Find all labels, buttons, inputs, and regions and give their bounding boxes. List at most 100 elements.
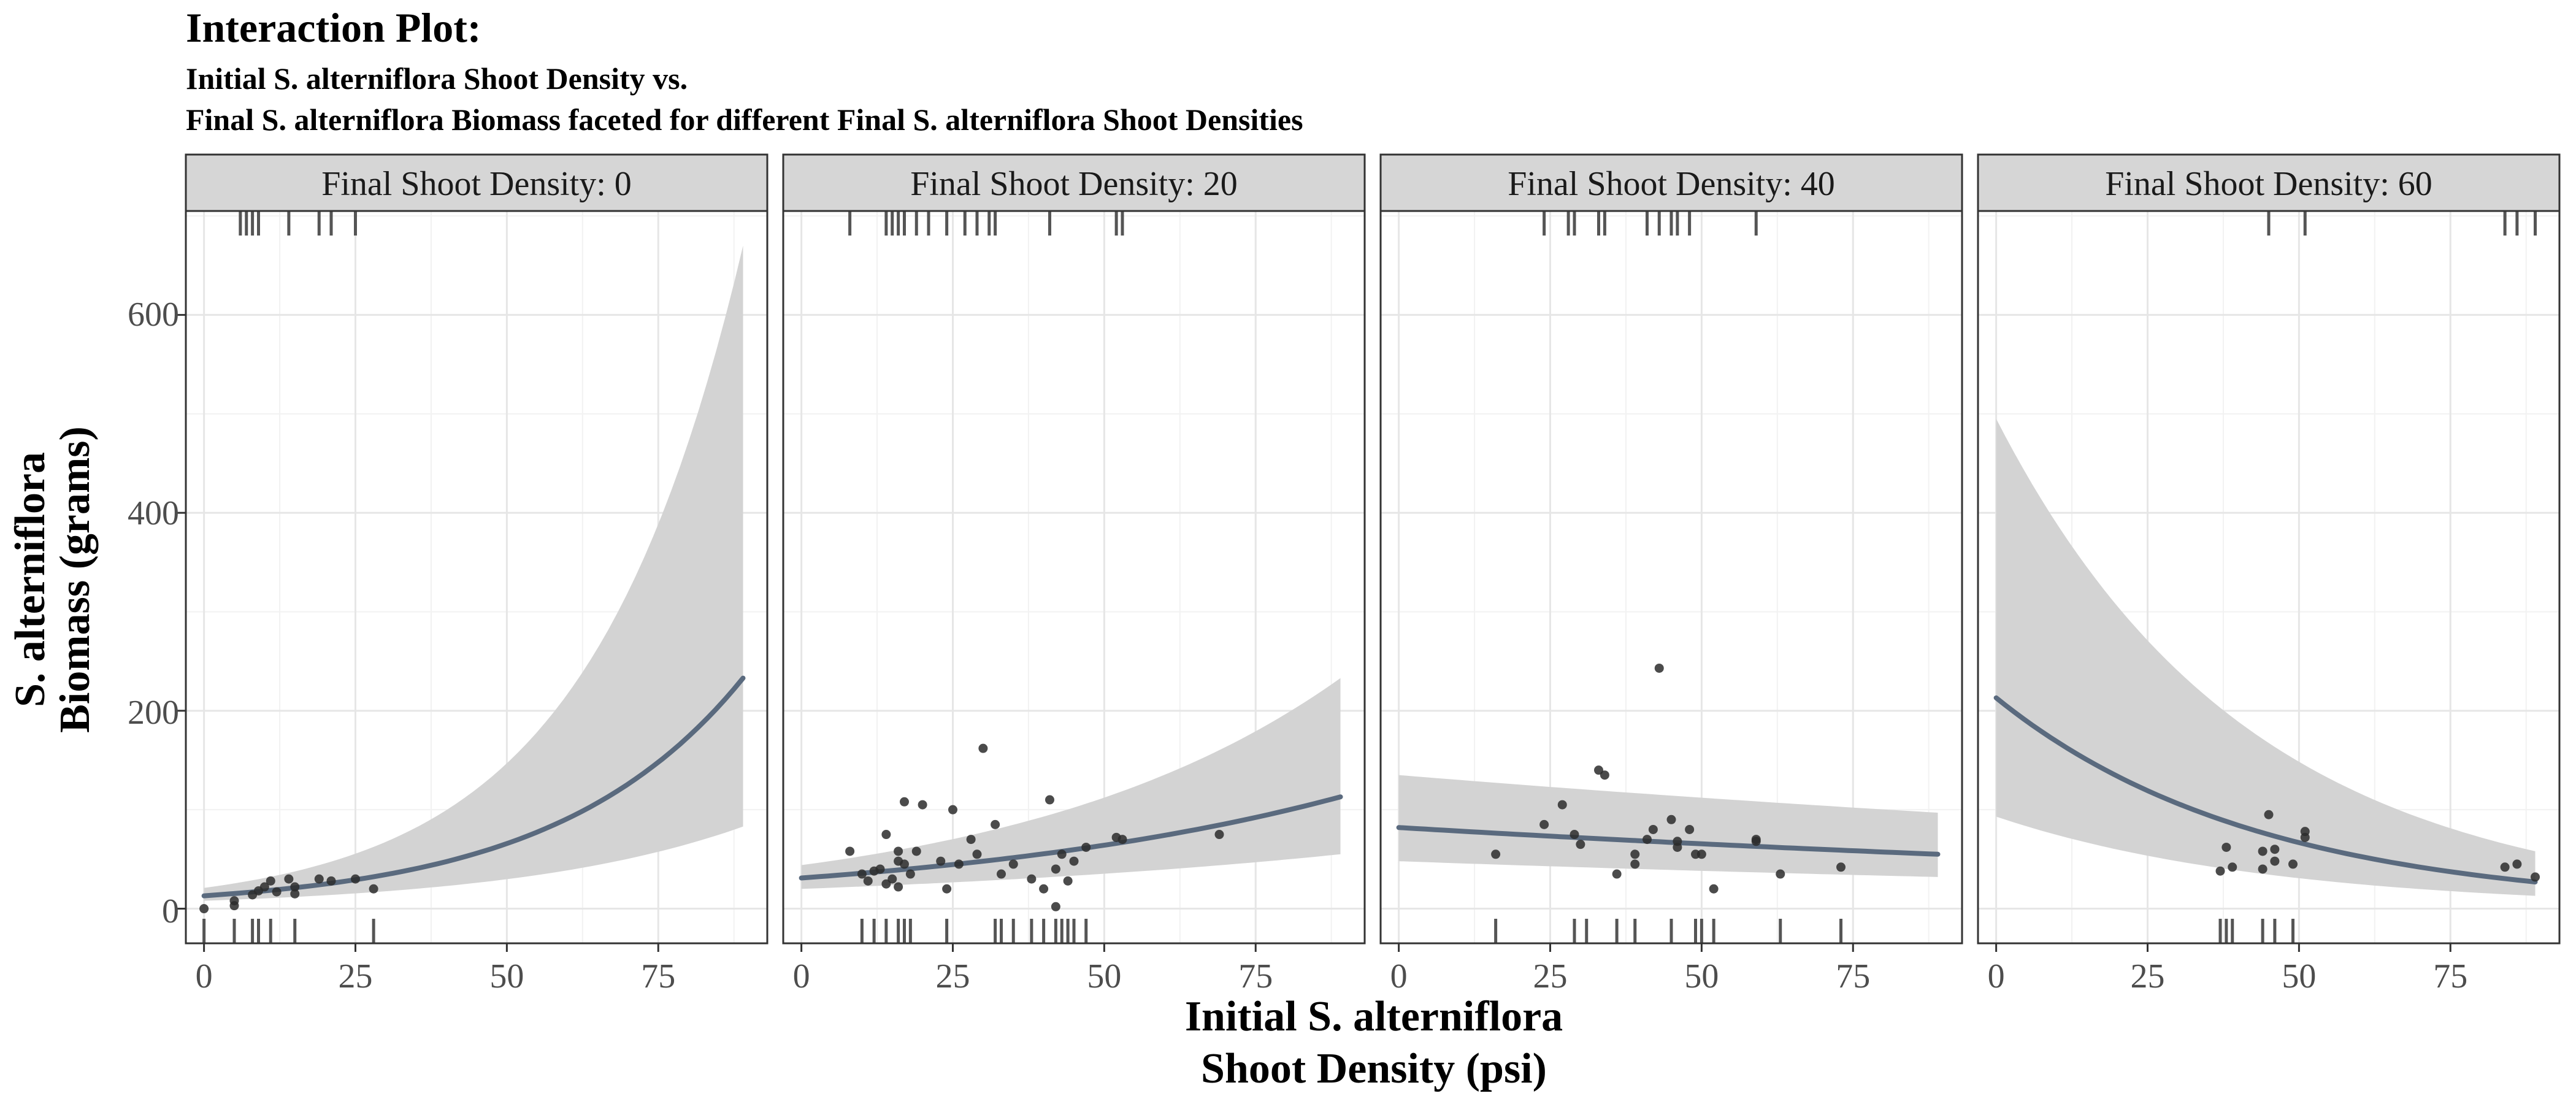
x-tick-label: 25 xyxy=(339,957,373,995)
data-point xyxy=(845,846,855,856)
facet-panel-0: Final Shoot Density: 0 0 25 50 75 xyxy=(177,153,769,995)
data-point xyxy=(1051,902,1060,911)
data-point xyxy=(2258,864,2267,874)
data-point xyxy=(1709,884,1719,894)
data-point xyxy=(1557,800,1567,810)
x-tick-label: 50 xyxy=(1087,957,1121,995)
data-point xyxy=(1836,862,1846,872)
data-point xyxy=(887,874,897,884)
data-point xyxy=(1539,819,1549,829)
y-tick-label-200: 200 xyxy=(128,694,179,732)
data-point xyxy=(966,835,976,845)
data-point xyxy=(954,859,964,869)
x-tick-label: 0 xyxy=(196,957,213,995)
data-point xyxy=(918,800,927,810)
data-point xyxy=(1696,849,1706,859)
data-point xyxy=(290,882,300,892)
data-point xyxy=(1654,663,1664,673)
data-point xyxy=(942,884,952,894)
data-point xyxy=(1027,874,1037,884)
data-point xyxy=(1776,869,1785,879)
x-tick-label: 25 xyxy=(1533,957,1568,995)
data-point xyxy=(894,846,903,856)
data-point xyxy=(936,856,946,866)
data-point xyxy=(997,869,1006,879)
facet-panel-1: Final Shoot Density: 20 0 25 50 75 xyxy=(782,153,1366,995)
data-point xyxy=(1630,849,1640,859)
x-axis-title-line-2: Shoot Density (psi) xyxy=(1201,1045,1547,1092)
data-point xyxy=(2264,810,2274,819)
data-point xyxy=(326,876,336,886)
facet-panel-2: Final Shoot Density: 40 0 25 50 75 xyxy=(1379,153,1963,995)
facet-strip-label: Final Shoot Density: 0 xyxy=(321,165,632,203)
chart-title: Interaction Plot: xyxy=(186,4,481,51)
data-point xyxy=(2270,856,2280,866)
data-point xyxy=(290,889,300,899)
data-point xyxy=(1630,859,1640,869)
data-point xyxy=(894,882,903,892)
data-point xyxy=(1666,815,1676,824)
x-tick-label: 0 xyxy=(793,957,810,995)
data-point xyxy=(1643,835,1652,845)
data-point xyxy=(1057,849,1067,859)
facet-strip-label: Final Shoot Density: 40 xyxy=(1508,165,1835,203)
data-point xyxy=(2500,862,2510,872)
data-point xyxy=(1570,830,1579,840)
confidence-ribbon xyxy=(204,245,743,901)
y-tick-label-400: 400 xyxy=(128,494,179,532)
x-tick-label: 50 xyxy=(489,957,524,995)
data-point xyxy=(1063,876,1073,886)
data-point xyxy=(2258,846,2267,856)
facet-strip-label: Final Shoot Density: 60 xyxy=(2105,165,2432,203)
facet-strip xyxy=(185,153,769,212)
data-point xyxy=(1039,884,1049,894)
facet-strip xyxy=(1379,153,1963,212)
data-point xyxy=(351,874,360,884)
data-point xyxy=(900,797,909,807)
data-point xyxy=(881,830,891,840)
data-point xyxy=(991,819,1000,829)
x-tick-label: 0 xyxy=(1988,957,2005,995)
data-point xyxy=(266,876,275,886)
data-point xyxy=(2221,842,2231,852)
data-point xyxy=(369,884,378,894)
data-point xyxy=(1051,864,1060,874)
data-point xyxy=(1685,824,1695,834)
fitted-curve xyxy=(799,794,1343,881)
data-point xyxy=(1612,869,1622,879)
data-point xyxy=(875,864,885,874)
data-point xyxy=(972,849,982,859)
data-point xyxy=(2512,859,2522,869)
x-axis-title-line-1: Initial S. alterniflora xyxy=(1185,993,1563,1040)
facet-strip xyxy=(782,153,1366,212)
confidence-ribbon xyxy=(801,678,1341,889)
data-point xyxy=(2531,872,2540,882)
data-point xyxy=(1648,824,1658,834)
facet-strip xyxy=(1977,153,2561,212)
data-point xyxy=(2300,832,2310,842)
y-axis-title-line-1: S. alterniflora xyxy=(7,452,54,707)
facet-panel-3: Final Shoot Density: 60 0 25 50 75 xyxy=(1977,153,2561,995)
data-point xyxy=(229,896,239,906)
confidence-ribbon xyxy=(1398,775,1938,877)
data-point xyxy=(1751,837,1761,846)
fitted-curve xyxy=(1396,825,1941,857)
data-point xyxy=(259,882,269,892)
data-point xyxy=(1600,770,1609,780)
data-point xyxy=(1117,835,1127,845)
x-tick-label: 25 xyxy=(936,957,970,995)
data-point xyxy=(199,904,209,914)
data-point xyxy=(948,805,957,815)
data-point xyxy=(1008,859,1018,869)
data-point xyxy=(905,869,915,879)
x-tick-label: 25 xyxy=(2131,957,2165,995)
chart-subtitle-line-1: Initial S. alterniflora Shoot Density vs… xyxy=(186,61,688,96)
confidence-ribbon xyxy=(1996,418,2536,896)
data-point xyxy=(863,876,873,886)
data-point xyxy=(2270,845,2280,854)
data-point xyxy=(2215,866,2225,876)
x-tick-label: 50 xyxy=(1684,957,1719,995)
y-axis-title-line-2: Biomass (grams) xyxy=(52,426,99,733)
